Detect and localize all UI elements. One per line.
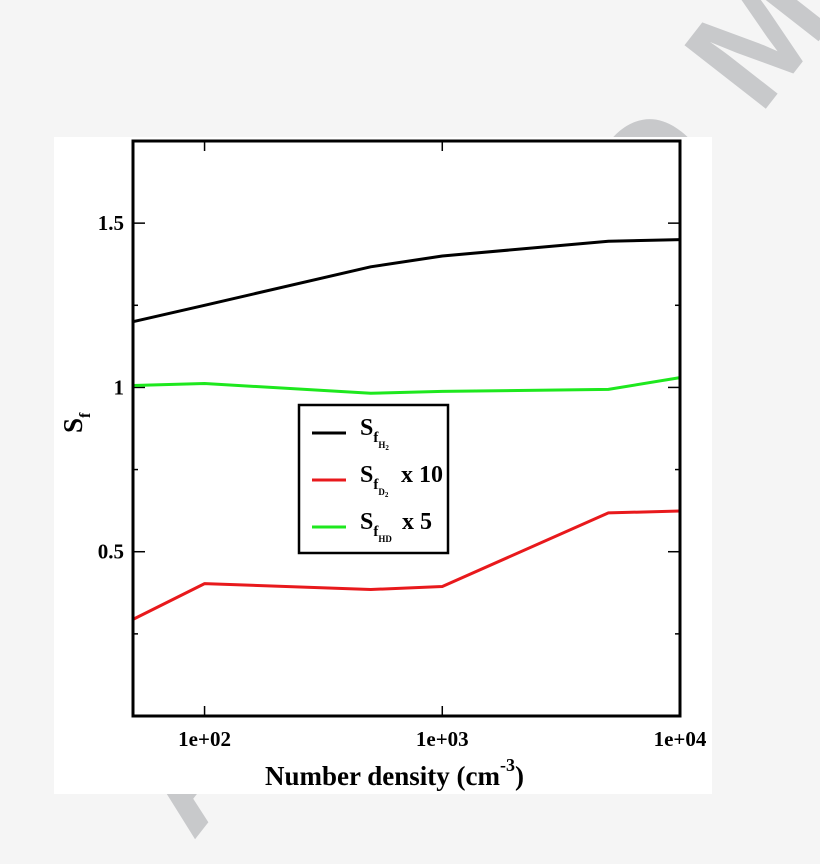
axis-ticks — [133, 141, 681, 716]
line-chart: 1e+02 1e+03 1e+04 0.5 1 1.5 Number density (c… — [58, 139, 707, 791]
legend-label: SfH2 — [360, 415, 389, 452]
x-axis-title-superscript: -3 — [500, 755, 515, 775]
tick-labels: 1e+02 1e+03 1e+04 0.5 1 1.5 — [98, 211, 707, 751]
y-tick-label: 1 — [114, 375, 125, 399]
y-axis-title-main: S — [58, 418, 88, 433]
x-axis-title-main: Number density (cm — [265, 761, 500, 791]
plot-frame — [131, 139, 682, 718]
series-line-s-f-hd-x-5 — [132, 376, 681, 395]
x-tick-label: 1e+04 — [654, 727, 707, 751]
svg-text:Sf: Sf — [58, 412, 94, 433]
y-tick-label: 0.5 — [98, 540, 124, 564]
legend: SfH2 SfD2x 10 SfHDx 5 — [297, 403, 450, 555]
y-axis-title: Sf — [58, 412, 94, 433]
x-axis-title-end: ) — [515, 761, 524, 791]
data-series — [132, 238, 681, 621]
x-axis-title: Number density (cm-3) — [265, 755, 524, 791]
series-line-s-f-h2 — [132, 238, 681, 324]
legend-label: SfHDx 5 — [360, 509, 432, 544]
legend-label: SfD2x 10 — [360, 462, 443, 499]
y-axis-title-subscript: f — [77, 412, 94, 418]
y-tick-label: 1.5 — [98, 211, 124, 235]
series-line-s-f-d2-x-10 — [132, 509, 681, 621]
x-tick-label: 1e+02 — [178, 727, 231, 751]
x-tick-label: 1e+03 — [416, 727, 469, 751]
